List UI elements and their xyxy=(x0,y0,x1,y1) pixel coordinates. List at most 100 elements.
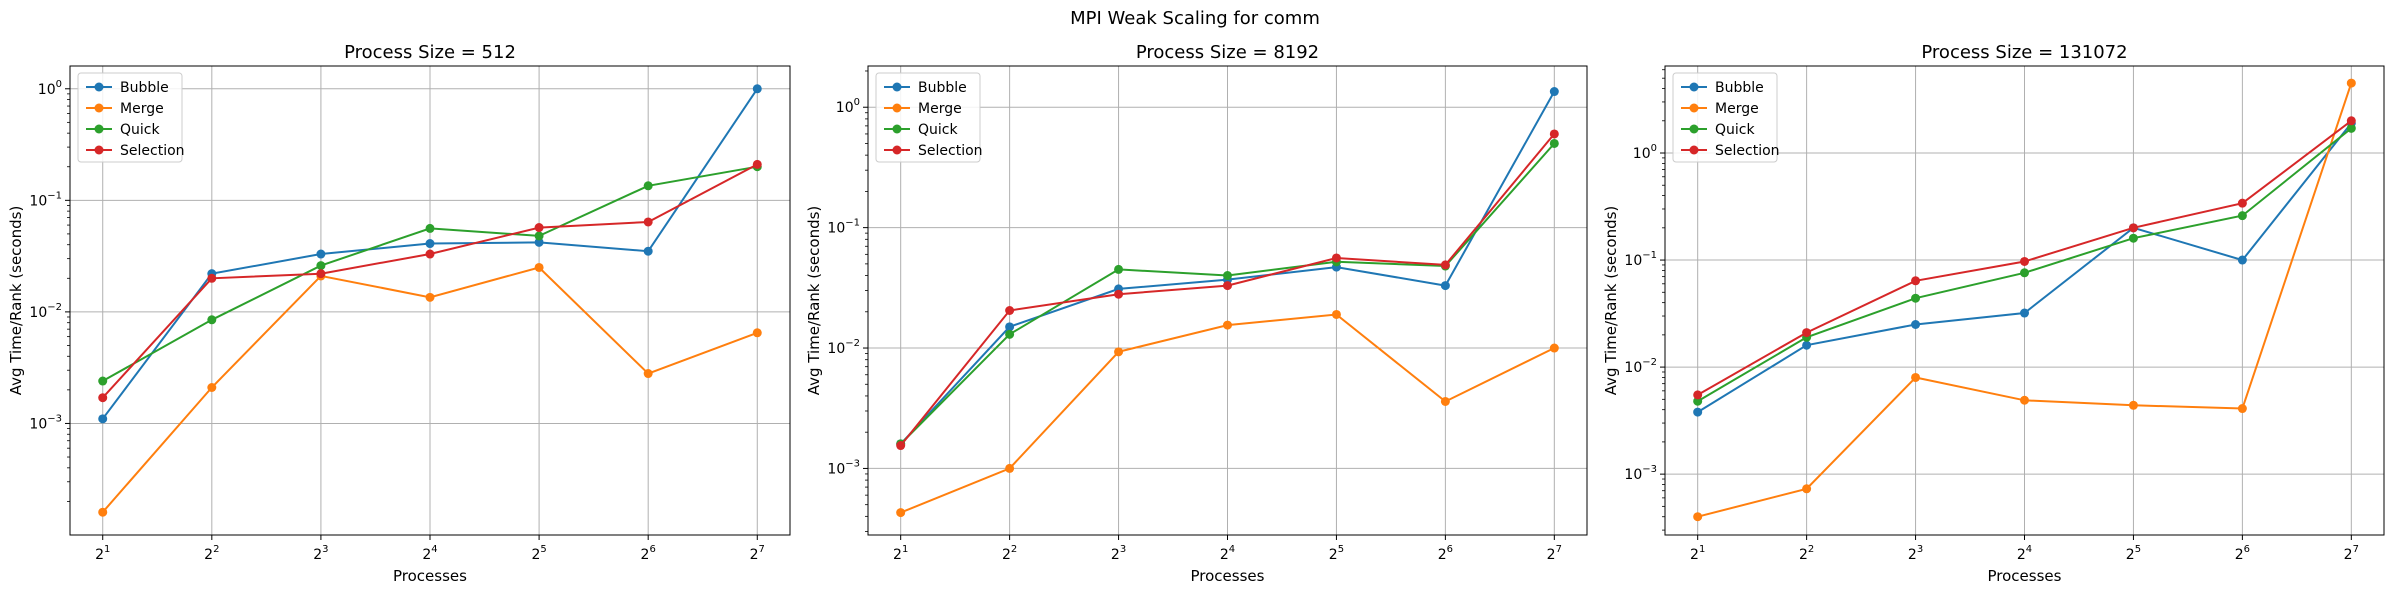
data-point-selection xyxy=(896,441,906,451)
data-point-quick xyxy=(207,315,217,325)
legend-swatch-marker xyxy=(1689,145,1699,155)
data-point-merge xyxy=(2346,78,2356,88)
legend-label: Bubble xyxy=(120,80,169,96)
x-tick-label: 23 xyxy=(1908,544,1923,563)
y-tick-label: 10−2 xyxy=(827,338,860,357)
legend-swatch-marker xyxy=(892,145,902,155)
data-point-selection xyxy=(1549,129,1559,139)
data-point-quick xyxy=(2128,233,2138,243)
data-point-selection xyxy=(425,249,435,259)
legend-box xyxy=(875,72,981,163)
legend-label: Selection xyxy=(1715,143,1780,159)
y-tick-label: 10−1 xyxy=(1624,250,1657,269)
x-tick-label: 22 xyxy=(1002,544,1017,563)
data-point-selection xyxy=(1802,328,1812,338)
legend-box xyxy=(1672,72,1778,163)
data-point-bubble xyxy=(1911,319,1921,329)
chart-panel-1: 21 22 23 24 25 26 27 10−3 10−2 10−1 100 Bubble Merge… xyxy=(7,42,791,585)
data-point-selection xyxy=(2020,256,2029,266)
data-point-selection xyxy=(643,217,653,227)
y-tick-label: 10−1 xyxy=(29,190,62,209)
legend: Bubble Merge Quick Selection xyxy=(875,72,983,163)
y-tick-label: 10−3 xyxy=(827,458,860,477)
legend-label: Merge xyxy=(1715,101,1759,117)
legend-label: Merge xyxy=(120,101,164,117)
plot-frame xyxy=(1664,65,2385,536)
series-bubble xyxy=(98,84,762,424)
series-selection xyxy=(1693,116,2356,400)
data-point-bubble xyxy=(98,414,108,424)
data-point-selection xyxy=(1005,305,1015,315)
legend-swatch-marker xyxy=(892,82,902,92)
data-point-merge xyxy=(98,507,108,517)
legend-label: Quick xyxy=(1715,122,1755,138)
x-tick-label: 25 xyxy=(531,544,546,563)
x-tick-label: 21 xyxy=(893,544,908,563)
series-merge xyxy=(1693,78,2356,522)
data-point-merge xyxy=(1331,309,1341,319)
legend-swatch-marker xyxy=(94,103,104,113)
data-point-bubble xyxy=(752,84,762,94)
data-point-quick xyxy=(1005,329,1015,339)
data-point-merge xyxy=(1911,372,1921,382)
legend-label: Selection xyxy=(918,143,983,159)
data-point-bubble xyxy=(425,239,435,249)
data-point-merge xyxy=(643,369,653,379)
legend-box xyxy=(77,72,183,163)
x-tick-label: 24 xyxy=(1220,544,1235,563)
data-point-bubble xyxy=(2020,308,2029,318)
data-point-selection xyxy=(1440,260,1450,270)
data-point-quick xyxy=(316,261,326,271)
data-point-quick xyxy=(98,376,108,386)
data-point-selection xyxy=(98,393,108,403)
data-point-merge xyxy=(1223,320,1232,330)
x-tick-label: 21 xyxy=(95,544,110,563)
data-point-selection xyxy=(752,159,762,169)
data-point-merge xyxy=(2237,404,2247,414)
data-point-bubble xyxy=(534,237,544,247)
x-tick-label: 24 xyxy=(422,544,437,563)
legend: Bubble Merge Quick Selection xyxy=(77,72,185,163)
legend-label: Bubble xyxy=(918,80,967,96)
x-tick-label: 23 xyxy=(1111,544,1126,563)
legend-label: Selection xyxy=(120,143,185,159)
data-point-merge xyxy=(534,262,544,272)
series-merge xyxy=(896,309,1559,518)
data-point-quick xyxy=(1693,396,1703,406)
panel-title: Process Size = 131072 xyxy=(1921,42,2127,63)
legend-label: Merge xyxy=(918,101,962,117)
data-point-merge xyxy=(1693,512,1703,522)
chart-panel-2: 21 22 23 24 25 26 27 10−3 10−2 10−1 100 Bubble Merge… xyxy=(805,42,1588,585)
data-point-selection xyxy=(1693,390,1703,400)
data-point-selection xyxy=(1114,289,1124,299)
data-point-bubble xyxy=(1549,87,1559,97)
x-tick-label: 27 xyxy=(2344,544,2359,563)
data-point-quick xyxy=(2020,268,2029,278)
x-tick-label: 26 xyxy=(2235,544,2250,563)
legend-label: Quick xyxy=(120,122,160,138)
y-tick-label: 100 xyxy=(836,97,860,116)
legend-label: Bubble xyxy=(1715,80,1764,96)
data-point-selection xyxy=(1331,253,1341,263)
data-point-bubble xyxy=(2237,255,2247,265)
data-point-merge xyxy=(1005,463,1015,473)
data-point-bubble xyxy=(1693,407,1703,417)
x-axis-label: Processes xyxy=(393,567,467,585)
x-axis-label: Processes xyxy=(1191,567,1265,585)
panel-title: Process Size = 8192 xyxy=(1136,42,1319,63)
data-point-merge xyxy=(1440,396,1450,406)
data-point-quick xyxy=(534,231,544,241)
y-tick-label: 100 xyxy=(1633,143,1657,162)
legend-swatch-marker xyxy=(94,145,104,155)
legend-swatch-marker xyxy=(1689,103,1699,113)
panel-title: Process Size = 512 xyxy=(344,42,516,63)
y-tick-label: 10−1 xyxy=(827,218,860,237)
data-point-bubble xyxy=(1802,340,1812,350)
data-point-merge xyxy=(896,508,906,518)
data-point-selection xyxy=(207,273,217,283)
x-tick-label: 26 xyxy=(641,544,656,563)
data-point-merge xyxy=(207,382,217,392)
data-point-merge xyxy=(1114,347,1124,357)
data-point-merge xyxy=(1802,484,1812,494)
